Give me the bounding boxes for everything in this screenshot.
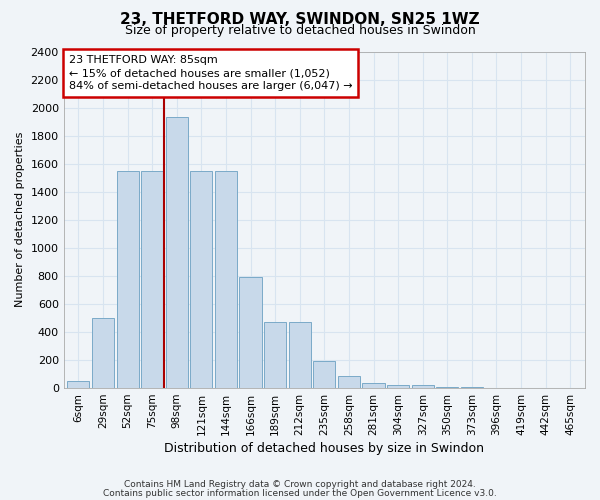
Bar xyxy=(387,384,409,388)
Bar xyxy=(190,170,212,388)
Bar xyxy=(412,386,434,388)
Bar xyxy=(92,318,114,388)
Text: 23 THETFORD WAY: 85sqm
← 15% of detached houses are smaller (1,052)
84% of semi-: 23 THETFORD WAY: 85sqm ← 15% of detached… xyxy=(69,55,353,92)
Bar xyxy=(239,278,262,388)
Bar xyxy=(215,170,237,388)
Bar xyxy=(289,322,311,388)
Bar xyxy=(116,170,139,388)
Text: Contains public sector information licensed under the Open Government Licence v3: Contains public sector information licen… xyxy=(103,488,497,498)
Bar xyxy=(362,383,385,388)
Bar xyxy=(313,362,335,388)
Bar xyxy=(67,381,89,388)
Y-axis label: Number of detached properties: Number of detached properties xyxy=(15,132,25,308)
Text: Size of property relative to detached houses in Swindon: Size of property relative to detached ho… xyxy=(125,24,475,37)
Bar xyxy=(166,118,188,388)
Bar xyxy=(338,376,360,388)
Bar xyxy=(264,322,286,388)
X-axis label: Distribution of detached houses by size in Swindon: Distribution of detached houses by size … xyxy=(164,442,484,455)
Bar xyxy=(141,170,163,388)
Text: 23, THETFORD WAY, SWINDON, SN25 1WZ: 23, THETFORD WAY, SWINDON, SN25 1WZ xyxy=(120,12,480,28)
Text: Contains HM Land Registry data © Crown copyright and database right 2024.: Contains HM Land Registry data © Crown c… xyxy=(124,480,476,489)
